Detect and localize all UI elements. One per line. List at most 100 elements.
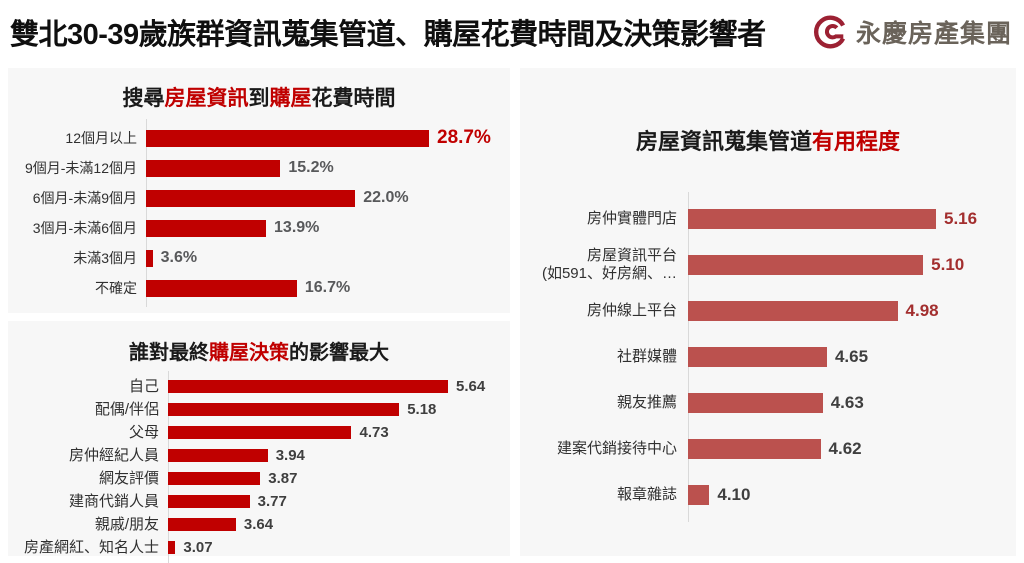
value-label: 5.10 <box>931 255 965 274</box>
category-label: 社群媒體 <box>616 348 677 365</box>
bar <box>168 380 448 393</box>
bar <box>688 439 821 459</box>
value-label: 4.73 <box>359 424 389 441</box>
title-segment: 的影響最大 <box>289 342 389 364</box>
bar-track: 4.98 <box>688 301 939 321</box>
category-label: 父母 <box>128 423 159 441</box>
title-segment: 花費時間 <box>311 87 396 110</box>
value-label: 4.10 <box>717 485 751 504</box>
bar <box>146 159 281 177</box>
category-label: 親友推薦 <box>616 394 677 411</box>
title-segment: 到 <box>248 87 270 110</box>
bar-track: 3.87 <box>168 470 448 487</box>
bar-track: 5.16 <box>688 209 977 229</box>
bar-row: 親戚/朋友 3.64 <box>8 513 510 536</box>
bar-rows: 12個月以上 28.7% 9個月-未滿12個月 15.2% 6個月-未滿9個月 22.0%… <box>8 119 510 307</box>
title-segment: 誰對最終 <box>129 342 209 364</box>
value-label: 15.2% <box>288 159 334 176</box>
bar <box>688 255 924 275</box>
bar-track: 4.73 <box>168 424 448 441</box>
value-label: 28.7% <box>437 127 491 148</box>
bar <box>168 426 352 439</box>
bar-row: 6個月-未滿9個月 22.0% <box>8 183 510 213</box>
chart-title-channel-usefulness: 房屋資訊蒐集管道有用程度 <box>520 68 1016 156</box>
page-header: 雙北30-39歲族群資訊蒐集管道、購屋花費時間及決策影響者 永慶房產集團 <box>0 0 1024 64</box>
category-label: 房產網紅、知名人士 <box>23 538 159 556</box>
category-label: 9個月-未滿12個月 <box>24 159 137 176</box>
chart-title-search-time: 搜尋房屋資訊到購屋花費時間 <box>8 68 510 112</box>
category-label: 未滿3個月 <box>73 249 137 266</box>
bar-row: 親友推薦 4.63 <box>520 380 1016 426</box>
bar-row: 網友評價 3.87 <box>8 467 510 490</box>
category-label: 網友評價 <box>98 469 159 487</box>
bar-track: 3.77 <box>168 493 448 510</box>
bar-row: 配偶/伴侶 5.18 <box>8 398 510 421</box>
bar <box>688 209 936 229</box>
brand-logo-text: 永慶房產集團 <box>855 20 1012 48</box>
bar-row: 報章雜誌 4.10 <box>520 472 1016 518</box>
bar-track: 22.0% <box>146 189 429 207</box>
bar <box>168 449 268 462</box>
bar-row: 9個月-未滿12個月 15.2% <box>8 153 510 183</box>
bar <box>146 219 267 237</box>
bar-track: 5.64 <box>168 378 485 395</box>
value-label: 4.98 <box>905 301 939 320</box>
panel-search-time-chart: 搜尋房屋資訊到購屋花費時間 12個月以上 28.7% 9個月-未滿12個月 15.2%… <box>8 68 510 313</box>
page-title: 雙北30-39歲族群資訊蒐集管道、購屋花費時間及決策影響者 <box>10 19 766 51</box>
bar-track: 5.10 <box>688 255 964 275</box>
category-label: 建案代銷接待中心 <box>556 440 677 457</box>
bar <box>146 189 356 207</box>
title-segment: 房屋資訊蒐集管道 <box>635 129 812 154</box>
category-label: 不確定 <box>95 279 137 296</box>
bar <box>688 393 823 413</box>
bar-row: 房產網紅、知名人士 3.07 <box>8 536 510 559</box>
title-segment: 購屋決策 <box>209 342 289 364</box>
category-label: 房仲線上平台 <box>586 302 677 319</box>
bar-row: 房仲線上平台 4.98 <box>520 288 1016 334</box>
category-label: 12個月以上 <box>65 129 137 146</box>
bar-row: 房屋資訊平台 (如591、好房網、… 5.10 <box>520 242 1016 288</box>
bar-track: 28.7% <box>146 127 491 149</box>
bar <box>168 495 250 508</box>
bar-row: 未滿3個月 3.6% <box>8 243 510 273</box>
title-segment: 搜尋 <box>122 87 165 110</box>
value-label: 3.77 <box>257 493 287 510</box>
value-label: 13.9% <box>274 219 320 236</box>
value-label: 16.7% <box>304 279 351 296</box>
bar-track: 4.65 <box>688 347 936 367</box>
category-label: 3個月-未滿6個月 <box>32 219 137 236</box>
bar-rows: 房仲實體門店 5.16 房屋資訊平台 (如591、好房網、… 5.10 房仲線上平台 4.… <box>520 192 1016 522</box>
bar-row: 社群媒體 4.65 <box>520 334 1016 380</box>
bar-track: 4.62 <box>688 439 936 459</box>
bar <box>688 347 827 367</box>
brand-logo: 永慶房產集團 <box>811 13 1012 51</box>
value-label: 22.0% <box>363 189 409 206</box>
bar-track: 4.10 <box>688 485 936 505</box>
bar-row: 房仲實體門店 5.16 <box>520 196 1016 242</box>
bar-row: 不確定 16.7% <box>8 273 510 303</box>
value-label: 3.94 <box>275 447 305 464</box>
value-label: 4.63 <box>830 393 864 412</box>
category-label: 6個月-未滿9個月 <box>32 189 137 206</box>
bar <box>168 472 261 485</box>
bar-track: 3.07 <box>168 539 448 556</box>
value-label: 4.65 <box>834 347 869 366</box>
bar-track: 5.18 <box>168 401 448 418</box>
chart-title-decision-influence: 誰對最終購屋決策的影響最大 <box>8 321 510 365</box>
bar-track: 3.6% <box>146 249 429 267</box>
bar-row: 房仲經紀人員 3.94 <box>8 444 510 467</box>
bar <box>146 129 429 147</box>
value-label: 3.07 <box>183 539 213 556</box>
category-label: 建商代銷人員 <box>68 492 159 510</box>
bar-track: 13.9% <box>146 219 429 237</box>
value-label: 4.62 <box>828 439 862 458</box>
bar-row: 自己 5.64 <box>8 375 510 398</box>
bar <box>146 279 297 297</box>
bar-row: 建案代銷接待中心 4.62 <box>520 426 1016 472</box>
bar <box>168 403 400 416</box>
bar <box>168 541 176 554</box>
value-label: 3.64 <box>243 516 274 533</box>
bar-track: 3.64 <box>168 516 448 533</box>
panel-channel-usefulness-chart: 房屋資訊蒐集管道有用程度 房仲實體門店 5.16 房屋資訊平台 (如591、好房網、… <box>520 68 1016 556</box>
title-segment: 房屋資訊 <box>164 87 249 110</box>
